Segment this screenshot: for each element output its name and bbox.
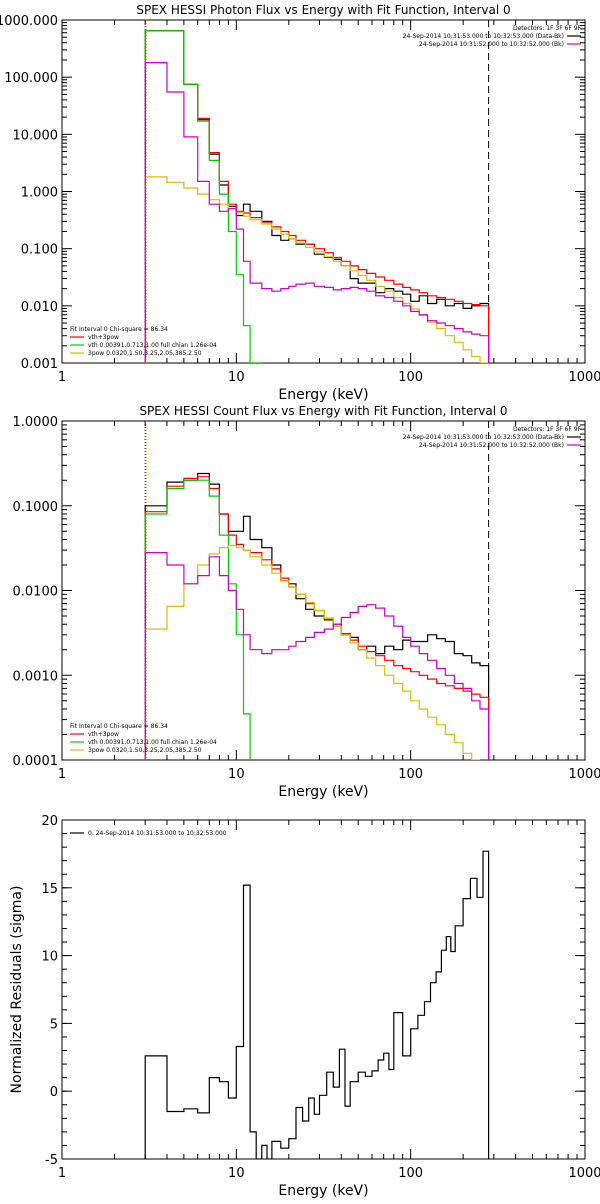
x-tick-label: 100 xyxy=(398,767,423,782)
series-line-1 xyxy=(145,851,488,1159)
y-tick-label: 0 xyxy=(50,1085,58,1100)
plot-area xyxy=(145,474,488,761)
y-tick-label: 5 xyxy=(50,1017,58,1032)
chart-2: SPEX HESSI Count Flux vs Energy with Fit… xyxy=(13,404,600,800)
y-tick-label: 20 xyxy=(41,814,58,829)
x-axis-label: Energy (keV) xyxy=(278,1183,368,1199)
series-line-3 xyxy=(145,31,262,363)
y-axis-label: Normalized Residuals (sigma) xyxy=(9,886,25,1094)
series-line-4 xyxy=(145,546,480,761)
legend-right-entry: 24-Sep-2014 10:31:52.000 to 10:32:52.000… xyxy=(419,41,564,48)
plot-frame xyxy=(62,20,585,363)
legend-left-entry: vth 0.00391,0.713,1.00 full chian 1.26e-… xyxy=(88,739,217,746)
y-tick-label: 10.000 xyxy=(13,128,59,143)
x-tick-label: 1000 xyxy=(568,767,600,782)
legend-left-entry: vth+3pow xyxy=(88,731,119,738)
legend-right-entry: 24-Sep-2014 10:31:53.000 to 10:32:53.000… xyxy=(403,33,564,40)
y-tick-label: 0.1000 xyxy=(13,500,59,515)
y-tick-label: 0.010 xyxy=(21,300,58,315)
x-tick-label: 1000 xyxy=(568,1166,600,1181)
legend-left-entry: 3pow 0.0320,1.50,3.25,2.05,385,2.50 xyxy=(88,747,202,754)
x-tick-label: 1 xyxy=(58,1166,66,1181)
y-tick-label: 10 xyxy=(41,950,58,965)
x-tick-label: 10 xyxy=(228,1166,245,1181)
series-line-3 xyxy=(145,480,250,760)
y-tick-label: 1.0000 xyxy=(13,415,59,430)
legend-left-entry: vth 0.00391,0.713,1.00 full chian 1.26e-… xyxy=(88,342,217,349)
y-tick-label: 0.100 xyxy=(21,243,58,258)
y-tick-label: 15 xyxy=(41,882,58,897)
x-tick-label: 1000 xyxy=(568,370,600,385)
chart-title: SPEX HESSI Photon Flux vs Energy with Fi… xyxy=(136,3,510,17)
y-tick-label: 0.001 xyxy=(21,357,58,372)
y-tick-label: 1.000 xyxy=(21,186,58,201)
x-tick-label: 1 xyxy=(58,767,66,782)
legend-left-header: Fit Interval 0 Chi-square = 86.34 xyxy=(70,326,168,333)
y-tick-label: 0.0100 xyxy=(13,585,59,600)
chart-3: 1 10 100 1000 -5 0 5 10 15 20 Energy (keV) Normaliz… xyxy=(9,814,600,1199)
legend-left-header: Fit Interval 0 Chi-square = 86.34 xyxy=(70,723,168,730)
series-line-1 xyxy=(145,31,488,363)
chart-1: SPEX HESSI Photon Flux vs Energy with Fi… xyxy=(0,3,600,403)
x-tick-label: 100 xyxy=(398,370,423,385)
plot-frame xyxy=(62,421,585,760)
legend-left-entry: 3pow 0.0320,1.50,3.25,2.05,385,2.50 xyxy=(88,350,202,357)
x-tick-label: 1 xyxy=(58,370,66,385)
plot-area xyxy=(145,31,488,363)
x-tick-label: 10 xyxy=(228,370,245,385)
y-tick-label: 100.000 xyxy=(4,71,58,86)
legend-right-entry: 24-Sep-2014 10:31:53.000 to 10:32:53.000… xyxy=(403,434,564,441)
legend-left-entry: vth+3pow xyxy=(88,334,119,341)
y-tick-label: 0.0001 xyxy=(13,754,59,769)
x-axis-label: Energy (keV) xyxy=(278,387,368,403)
series-line-5 xyxy=(145,63,488,363)
x-tick-label: 10 xyxy=(228,767,245,782)
y-tick-label: 0.0010 xyxy=(13,669,59,684)
series-line-5 xyxy=(145,553,488,760)
chart-title: SPEX HESSI Count Flux vs Energy with Fit… xyxy=(139,404,507,418)
legend-right-header: Detectors: 1F 3F 6F 9F xyxy=(513,426,582,433)
legend-right-entry: 24-Sep-2014 10:31:52.000 to 10:32:52.000… xyxy=(419,442,564,449)
y-tick-label: -5 xyxy=(45,1153,58,1168)
legend-right-header: Detectors: 1F 3F 6F 9F xyxy=(513,25,582,32)
plot-frame xyxy=(62,820,585,1159)
x-axis-label: Energy (keV) xyxy=(278,784,368,800)
legend-left-entry: 0. 24-Sep-2014 10:31:53.000 to 10:32:53.… xyxy=(88,830,227,837)
series-line-2 xyxy=(145,31,488,363)
plot-area xyxy=(145,851,488,1159)
x-tick-label: 100 xyxy=(398,1166,423,1181)
y-tick-label: 1000.000 xyxy=(0,14,58,29)
series-line-4 xyxy=(145,177,488,363)
